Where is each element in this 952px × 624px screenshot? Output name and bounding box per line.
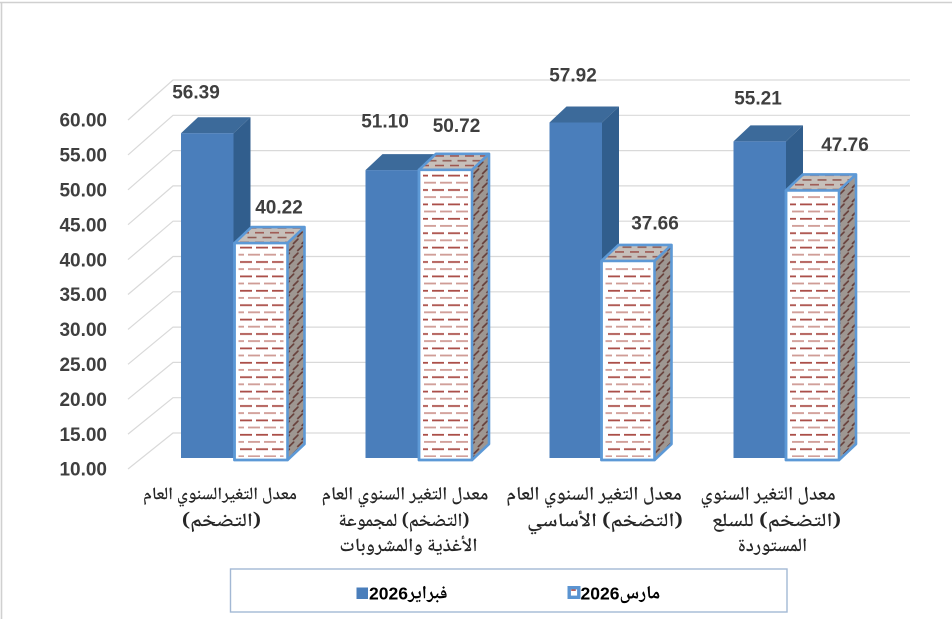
svg-text:55.00: 55.00 bbox=[59, 146, 107, 167]
svg-text:2026: 2026 bbox=[369, 584, 408, 604]
svg-text:55.21: 55.21 bbox=[734, 89, 782, 110]
svg-text:2026: 2026 bbox=[581, 584, 620, 604]
svg-text:30.00: 30.00 bbox=[59, 320, 107, 341]
svg-text:57.92: 57.92 bbox=[549, 66, 597, 87]
svg-text:20.00: 20.00 bbox=[59, 390, 107, 411]
svg-text:40.22: 40.22 bbox=[255, 198, 303, 219]
svg-text:35.00: 35.00 bbox=[59, 285, 107, 306]
svg-text:47.76: 47.76 bbox=[821, 135, 869, 156]
svg-text:45.00: 45.00 bbox=[59, 215, 107, 236]
svg-text:56.39: 56.39 bbox=[172, 83, 220, 104]
svg-text:60.00: 60.00 bbox=[59, 111, 107, 132]
svg-text:51.10: 51.10 bbox=[361, 112, 409, 133]
svg-text:25.00: 25.00 bbox=[59, 355, 107, 376]
svg-text:37.66: 37.66 bbox=[631, 214, 679, 235]
svg-text:50.00: 50.00 bbox=[59, 181, 107, 202]
svg-text:40.00: 40.00 bbox=[59, 250, 107, 271]
svg-text:15.00: 15.00 bbox=[59, 425, 107, 446]
svg-text:50.72: 50.72 bbox=[433, 116, 481, 137]
svg-text:10.00: 10.00 bbox=[59, 460, 107, 481]
